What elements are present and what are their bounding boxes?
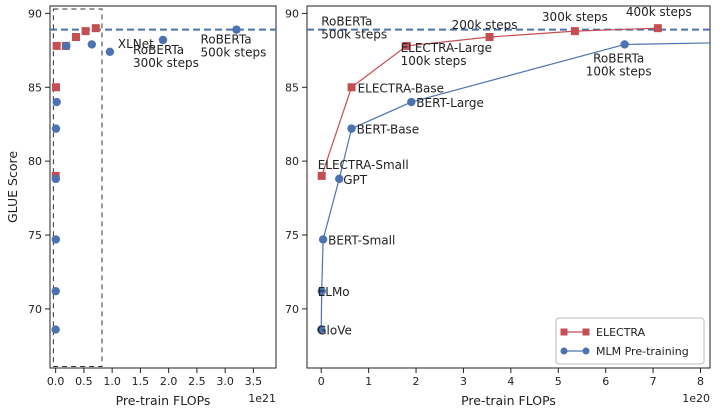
- x-offset-label: 1e20: [682, 392, 710, 405]
- annotation-label: RoBERTa 500k steps: [200, 33, 266, 60]
- mlm-point: [105, 47, 115, 57]
- annotation-label: ELECTRA-Small: [318, 158, 409, 172]
- annotation-label: 300k steps: [542, 10, 608, 24]
- annotation-label: 400k steps: [626, 5, 692, 19]
- legend-label: MLM Pre-training: [596, 345, 689, 358]
- x-tick-label: 1: [365, 375, 372, 388]
- x-tick-label: 2.0: [160, 375, 178, 388]
- y-axis-label: GLUE Score: [5, 151, 20, 223]
- legend: ELECTRA MLM Pre-training: [555, 317, 705, 365]
- x-tick-label: 2.5: [188, 375, 206, 388]
- mlm-point: [51, 325, 60, 334]
- series-line-electra: [321, 27, 658, 177]
- mlm-point: [318, 235, 328, 244]
- annotation-label: BERT-Small: [328, 233, 395, 247]
- legend-marker: [560, 347, 568, 355]
- x-offset-label: 1e21: [248, 392, 276, 405]
- y-tick-label: 85: [28, 81, 42, 94]
- zoom-highlight-box: [52, 8, 103, 368]
- electra-point: [51, 83, 60, 92]
- mlm-point: [347, 124, 356, 133]
- x-tick-label: 6: [602, 375, 609, 388]
- x-tick-label: 0: [318, 375, 325, 388]
- series-line-mlm-pre-training: [320, 42, 711, 330]
- x-tick-label: 2: [413, 375, 420, 388]
- legend-label: ELECTRA: [596, 326, 646, 339]
- annotation-label: ELMo: [318, 285, 350, 299]
- mlm-point: [158, 35, 168, 45]
- x-tick-label: 1.5: [132, 375, 150, 388]
- electra-point: [81, 27, 90, 36]
- plot-frame: [49, 5, 277, 369]
- y-tick-label: 80: [285, 155, 299, 168]
- y-tick-label: 75: [28, 229, 42, 242]
- electra-point: [347, 83, 356, 92]
- x-tick-label: 8: [697, 375, 704, 388]
- plot-frame: [306, 5, 711, 369]
- x-axis-label: Pre-train FLOPs: [461, 393, 556, 408]
- y-tick-label: 75: [285, 229, 299, 242]
- electra-point: [52, 41, 61, 50]
- annotation-label: GloVe: [317, 324, 352, 338]
- right-chart-panel: 0 1 2 3 4 5 6 7 8 70 75 80 85 90 Pre-train FLOPs 1e20 Ro…: [285, 5, 711, 408]
- y-tick-label: 80: [28, 155, 42, 168]
- legend-marker: [560, 328, 568, 336]
- mlm-point: [335, 174, 344, 184]
- mlm-point: [87, 40, 97, 49]
- x-tick-label: 7: [650, 375, 657, 388]
- mlm-point: [51, 174, 61, 184]
- legend-box: [555, 317, 705, 365]
- mlm-point: [407, 97, 416, 107]
- y-tick-label: 70: [28, 303, 42, 316]
- annotation-label: RoBERTa 100k steps: [586, 51, 652, 78]
- mlm-point: [317, 325, 326, 334]
- electra-point: [485, 33, 494, 42]
- electra-point: [71, 33, 80, 42]
- electra-point: [317, 171, 326, 180]
- x-tick-label: 5: [555, 375, 562, 388]
- annotation-label: GPT: [343, 173, 368, 187]
- x-tick-label: 1.0: [103, 375, 121, 388]
- y-tick-label: 70: [285, 303, 299, 316]
- x-tick-label: 0.5: [75, 375, 93, 388]
- legend-marker: [582, 347, 590, 355]
- x-tick-label: 4: [507, 375, 514, 388]
- mlm-point: [317, 286, 326, 296]
- mlm-point: [51, 235, 61, 244]
- annotation-label: ELECTRA-Base: [358, 81, 444, 95]
- annotation-label: RoBERTa 300k steps: [133, 43, 199, 70]
- x-tick-label: 3.5: [245, 375, 263, 388]
- mlm-point: [51, 286, 60, 296]
- legend-marker: [582, 328, 590, 336]
- annotation-label: XLNet: [118, 37, 154, 51]
- mlm-point: [232, 25, 241, 34]
- left-chart-panel: 0.0 0.5 1.0 1.5 2.0 2.5 3.0 3.5 70 75 80 85 90 Pre-tr…: [5, 5, 277, 408]
- mlm-point: [51, 124, 61, 133]
- electra-point: [91, 24, 100, 33]
- annotation-label: BERT-Large: [416, 96, 484, 110]
- y-tick-label: 90: [285, 7, 299, 20]
- annotation-label: 200k steps: [452, 18, 518, 32]
- y-tick-label: 90: [28, 7, 42, 20]
- y-tick-label: 85: [285, 81, 299, 94]
- electra-point: [570, 27, 579, 36]
- annotation-label: BERT-Base: [357, 123, 420, 137]
- x-tick-label: 3.0: [216, 375, 234, 388]
- mlm-point: [52, 97, 61, 107]
- mlm-point: [62, 41, 71, 51]
- electra-point: [402, 41, 411, 50]
- x-axis-label: Pre-train FLOPs: [116, 393, 211, 408]
- x-tick-label: 3: [460, 375, 467, 388]
- annotation-label: ELECTRA-Large 100k steps: [401, 41, 492, 68]
- mlm-point: [620, 40, 629, 49]
- annotation-label: RoBERTa 500k steps: [321, 15, 387, 42]
- x-tick-label: 0.0: [47, 375, 65, 388]
- electra-point: [653, 24, 662, 33]
